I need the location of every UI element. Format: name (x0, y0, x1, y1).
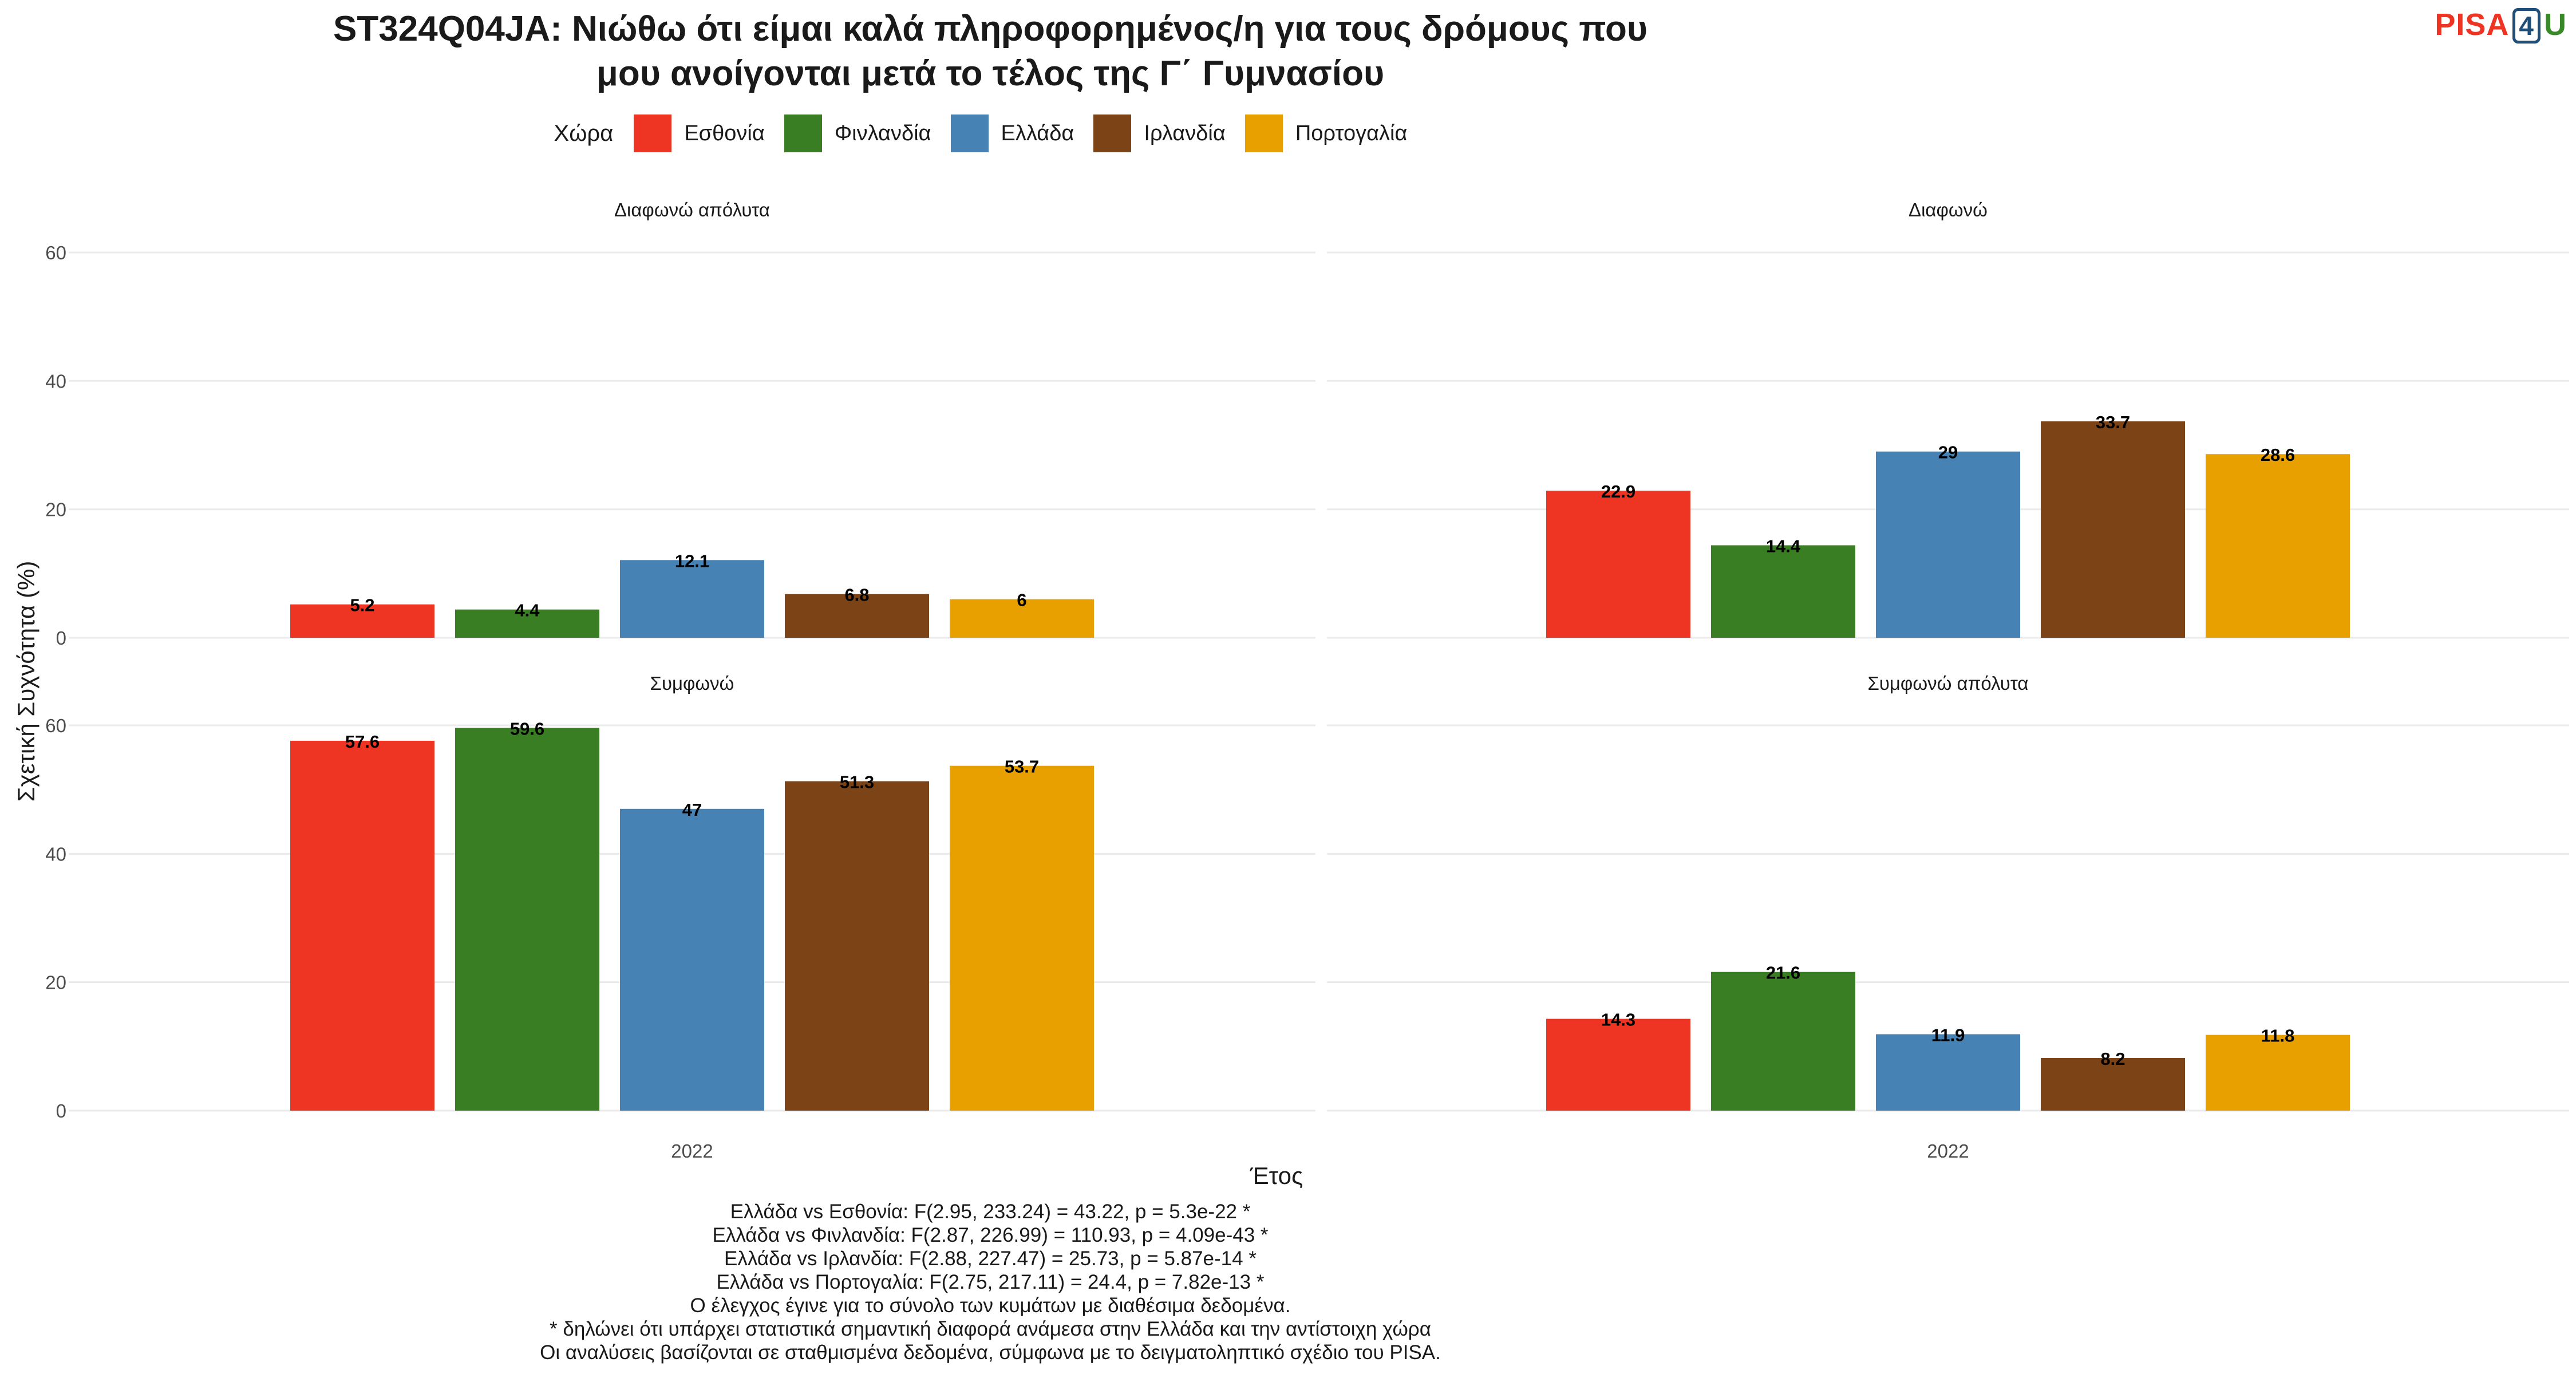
footnotes: Ελλάδα vs Εσθονία: F(2.95, 233.24) = 43.… (0, 1200, 1981, 1364)
y-tick-label: 20 (45, 499, 66, 520)
legend-swatch-finland (784, 114, 822, 152)
footnote-line: Ελλάδα vs Ιρλανδία: F(2.88, 227.47) = 25… (724, 1247, 1257, 1270)
chart-title: ST324Q04JA: Νιώθω ότι είμαι καλά πληροφο… (0, 7, 1981, 96)
bar-value-label: 4.4 (515, 601, 540, 621)
legend-label-finland: Φινλανδία (834, 121, 931, 145)
legend-swatch-greece (950, 114, 989, 152)
bar-φινλανδία (455, 728, 599, 1111)
bar-value-label: 14.4 (1766, 536, 1801, 556)
logo-text-pisa: PISA (2435, 7, 2510, 42)
legend-label-ireland: Ιρλανδία (1144, 121, 1226, 145)
legend-swatch-ireland (1093, 114, 1132, 152)
bar-value-label: 21.6 (1766, 963, 1800, 983)
bar-ιρλανδία (785, 781, 929, 1111)
footnote-line: * δηλώνει ότι υπάρχει στατιστικά σημαντι… (550, 1318, 1431, 1340)
legend-item-ireland: Ιρλανδία (1093, 114, 1226, 152)
footnote-line: Ελλάδα vs Εσθονία: F(2.95, 233.24) = 43.… (730, 1201, 1251, 1223)
bar-ελλάδα (620, 560, 764, 638)
facet-label: Συμφωνώ απόλυτα (1867, 673, 2028, 694)
bar-value-label: 6.8 (844, 585, 869, 605)
footnote-line: Ελλάδα vs Φινλανδία: F(2.87, 226.99) = 1… (712, 1224, 1269, 1246)
legend-label-estonia: Εσθονία (684, 121, 765, 145)
chart-title-line-2: μου ανοίγονται μετά το τέλος της Γ΄ Γυμν… (596, 54, 1385, 93)
logo-text-4: 4 (2512, 8, 2541, 44)
y-tick-label: 40 (45, 843, 66, 864)
legend-swatch-portugal (1244, 114, 1283, 152)
bar-value-label: 6 (1017, 590, 1026, 610)
bar-value-label: 59.6 (510, 718, 544, 739)
footnote-line: Οι αναλύσεις βασίζονται σε σταθμισμένα δ… (540, 1341, 1441, 1364)
bar-πορτογαλία (950, 765, 1094, 1111)
bar-εσθονία (1546, 1018, 1690, 1111)
bar-πορτογαλία (950, 599, 1094, 638)
facet-label: Συμφωνώ (650, 673, 734, 694)
facet-panel-4: Συμφωνώ απόλυτα 14.3 21.6 11.9 8.2 11.8 2022 (1327, 673, 2569, 1162)
y-tick-label: 40 (45, 370, 66, 392)
bar-ιρλανδία (2041, 1058, 2185, 1111)
bar-εσθονία (290, 604, 434, 638)
footnote-line: Ο έλεγχος έγινε για το σύνολο των κυμάτω… (690, 1294, 1291, 1317)
bar-value-label: 53.7 (1005, 757, 1039, 777)
legend-item-greece: Ελλάδα (950, 114, 1074, 152)
bar-value-label: 14.3 (1601, 1010, 1635, 1030)
y-axis-title: Σχετική Συχνότητα (%) (13, 561, 39, 802)
bar-φινλανδία (1711, 545, 1855, 638)
legend-label-portugal: Πορτογαλία (1295, 121, 1408, 145)
bar-value-label: 29 (1938, 443, 1958, 463)
bar-value-label: 57.6 (345, 732, 380, 752)
bar-ιρλανδία (2041, 421, 2185, 638)
facet-panel-1: Διαφωνώ απόλυτα 0 20 40 60 5.2 4.4 12.1 6.8 6 (45, 199, 1315, 649)
legend: Χώρα Εσθονία Φινλανδία Ελλάδα Ιρλανδία Π… (0, 114, 1981, 152)
x-tick-label: 2022 (671, 1140, 713, 1162)
bar-πορτογαλία (2206, 454, 2350, 638)
bar-value-label: 22.9 (1601, 481, 1635, 502)
y-tick-label: 0 (56, 627, 66, 649)
bar-πορτογαλία (2206, 1035, 2350, 1111)
legend-title: Χώρα (554, 120, 614, 146)
legend-item-estonia: Εσθονία (634, 114, 765, 152)
legend-item-portugal: Πορτογαλία (1244, 114, 1408, 152)
y-tick-label: 20 (45, 972, 66, 993)
legend-label-greece: Ελλάδα (1001, 121, 1074, 145)
bar-ελλάδα (1876, 1034, 2020, 1111)
footnote-line: Ελλάδα vs Πορτογαλία: F(2.75, 217.11) = … (716, 1271, 1265, 1293)
pisa4u-logo: PISA 4 U (2435, 7, 2567, 44)
bar-value-label: 11.8 (2261, 1026, 2295, 1046)
y-tick-label: 60 (45, 715, 66, 736)
facet-label: Διαφωνώ (1909, 199, 1988, 220)
facet-label: Διαφωνώ απόλυτα (614, 199, 770, 220)
bar-ελλάδα (1876, 451, 2020, 638)
legend-item-finland: Φινλανδία (784, 114, 931, 152)
facet-panel-3: Συμφωνώ 0 20 40 60 57.6 59.6 47 51.3 53.7 2022 (45, 673, 1315, 1162)
x-tick-label: 2022 (1927, 1140, 1969, 1162)
legend-swatch-estonia (634, 114, 672, 152)
bar-value-label: 33.7 (2096, 412, 2130, 432)
bar-εσθονία (1546, 491, 1690, 638)
bar-ιρλανδία (785, 594, 929, 638)
y-tick-label: 60 (45, 242, 66, 263)
bar-value-label: 8.2 (2100, 1049, 2125, 1069)
logo-text-u: U (2544, 7, 2567, 42)
bar-εσθονία (290, 740, 434, 1111)
y-tick-label: 0 (56, 1100, 66, 1122)
bar-φινλανδία (1711, 972, 1855, 1111)
x-axis-title: Έτος (1250, 1162, 1303, 1189)
bar-value-label: 12.1 (675, 551, 709, 571)
facet-panel-2: Διαφωνώ 22.9 14.4 29 33.7 28.6 (1327, 199, 2569, 639)
bar-value-label: 11.9 (1931, 1025, 1965, 1045)
bar-φινλανδία (455, 609, 599, 638)
chart-title-line-1: ST324Q04JA: Νιώθω ότι είμαι καλά πληροφο… (333, 9, 1647, 49)
bar-ελλάδα (620, 808, 764, 1111)
bar-value-label: 28.6 (2261, 445, 2295, 465)
bar-value-label: 47 (682, 800, 702, 820)
bar-value-label: 51.3 (840, 772, 874, 792)
bar-value-label: 5.2 (350, 595, 374, 615)
